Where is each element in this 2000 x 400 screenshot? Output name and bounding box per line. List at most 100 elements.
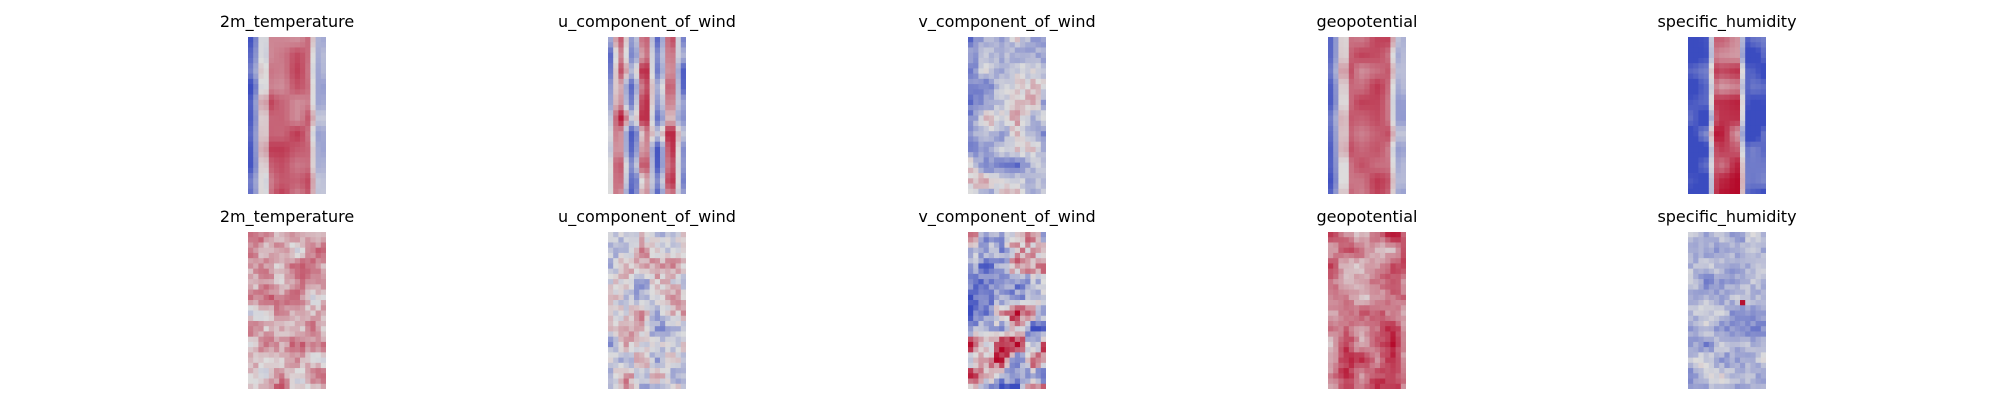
heatmap-cell xyxy=(660,42,666,48)
heatmap-cell xyxy=(1385,78,1391,85)
heatmap-cell xyxy=(1708,157,1715,163)
heatmap-cell xyxy=(1328,94,1334,101)
heatmap-cell xyxy=(1755,341,1762,348)
heatmap-cell xyxy=(305,331,311,338)
heatmap-cell xyxy=(300,263,306,270)
heatmap-cell xyxy=(1374,78,1381,85)
heatmap-cell xyxy=(1719,242,1725,249)
heatmap-cell xyxy=(279,167,285,174)
heatmap-cell xyxy=(649,336,656,343)
heatmap-cell xyxy=(310,383,316,389)
heatmap-cell xyxy=(1698,94,1704,101)
heatmap-cell xyxy=(608,131,614,137)
heatmap-cell xyxy=(1714,146,1720,153)
heatmap-cell xyxy=(268,263,275,270)
heatmap-cell xyxy=(1009,362,1016,369)
heatmap-cell xyxy=(999,125,1005,132)
heatmap-cell xyxy=(1740,94,1746,101)
heatmap-cell xyxy=(274,279,280,285)
heatmap-cell xyxy=(284,162,290,169)
heatmap-cell xyxy=(1750,52,1756,59)
heatmap-cell xyxy=(1760,347,1766,353)
heatmap-cell xyxy=(1395,178,1402,184)
heatmap-cell xyxy=(279,347,285,353)
heatmap-cell xyxy=(1708,37,1715,43)
heatmap-cell xyxy=(1009,326,1016,332)
heatmap-cell xyxy=(320,352,326,358)
heatmap-cell xyxy=(628,378,635,385)
heatmap-cell xyxy=(1390,136,1396,143)
heatmap-cell xyxy=(988,63,995,69)
heatmap-cell xyxy=(1719,331,1725,338)
heatmap-cell xyxy=(1354,73,1360,80)
heatmap-cell xyxy=(274,341,280,348)
heatmap-cell xyxy=(1380,120,1386,127)
heatmap-cell xyxy=(988,73,995,80)
heatmap-cell xyxy=(1750,73,1756,80)
heatmap-cell xyxy=(263,146,270,153)
heatmap-cell xyxy=(320,252,326,259)
heatmap-cell xyxy=(1724,315,1730,322)
heatmap-cell xyxy=(1359,84,1365,90)
heatmap-cell xyxy=(305,99,311,106)
heatmap-cell xyxy=(1395,315,1402,322)
heatmap-cell xyxy=(248,110,254,116)
heatmap-cell xyxy=(1760,146,1766,153)
heatmap-cell xyxy=(1734,105,1741,111)
heatmap-cell xyxy=(1025,141,1031,148)
heatmap-cell xyxy=(1364,336,1370,343)
heatmap-cell xyxy=(1734,99,1741,106)
heatmap-cell xyxy=(639,141,645,148)
heatmap-cell xyxy=(968,331,974,338)
heatmap-cell xyxy=(1359,120,1365,127)
heatmap-cell xyxy=(294,326,301,332)
heatmap-cell xyxy=(1698,305,1704,311)
heatmap-cell xyxy=(1380,336,1386,343)
heatmap-cell xyxy=(999,362,1005,369)
heatmap-cell xyxy=(279,341,285,348)
heatmap-cell xyxy=(1343,368,1350,374)
heatmap-cell xyxy=(1014,383,1021,389)
heatmap-cell xyxy=(263,68,270,75)
heatmap-cell xyxy=(1395,341,1402,348)
heatmap-cell xyxy=(618,294,624,301)
heatmap-cell xyxy=(1040,300,1046,306)
heatmap-cell xyxy=(1750,368,1756,374)
heatmap-cell xyxy=(305,347,311,353)
heatmap-cell xyxy=(268,258,275,264)
heatmap-cell xyxy=(315,162,322,169)
heatmap-cell xyxy=(1009,378,1016,385)
heatmap-cell xyxy=(1348,331,1355,338)
heatmap-cell xyxy=(1714,383,1720,389)
heatmap-cell xyxy=(300,252,306,259)
heatmap-cell xyxy=(1734,300,1741,306)
heatmap-cell xyxy=(968,110,974,116)
heatmap-cell xyxy=(1374,136,1381,143)
heatmap-cell xyxy=(613,89,619,95)
heatmap-cell xyxy=(1729,178,1736,184)
heatmap-cell xyxy=(660,94,666,101)
heatmap-cell xyxy=(1708,162,1715,169)
heatmap-cell xyxy=(305,252,311,259)
heatmap-cell xyxy=(320,289,326,296)
heatmap-cell xyxy=(654,326,661,332)
heatmap-cell xyxy=(680,42,686,48)
heatmap-cell xyxy=(988,232,995,238)
heatmap-cell xyxy=(618,368,624,374)
heatmap-cell xyxy=(1698,42,1704,48)
heatmap-cell xyxy=(1009,94,1016,101)
heatmap-cell xyxy=(978,99,984,106)
heatmap-cell xyxy=(1395,368,1402,374)
heatmap-cell xyxy=(1750,326,1756,332)
heatmap-cell xyxy=(1374,378,1381,385)
heatmap-cell xyxy=(1688,268,1694,275)
heatmap-cell xyxy=(289,47,296,54)
heatmap-cell xyxy=(1719,131,1725,137)
heatmap-cell xyxy=(300,47,306,54)
heatmap-cell xyxy=(665,341,671,348)
heatmap-cell xyxy=(1025,258,1031,264)
heatmap-cell xyxy=(1374,232,1381,238)
heatmap-cell xyxy=(654,289,661,296)
heatmap-cell xyxy=(279,331,285,338)
heatmap-cell xyxy=(613,136,619,143)
